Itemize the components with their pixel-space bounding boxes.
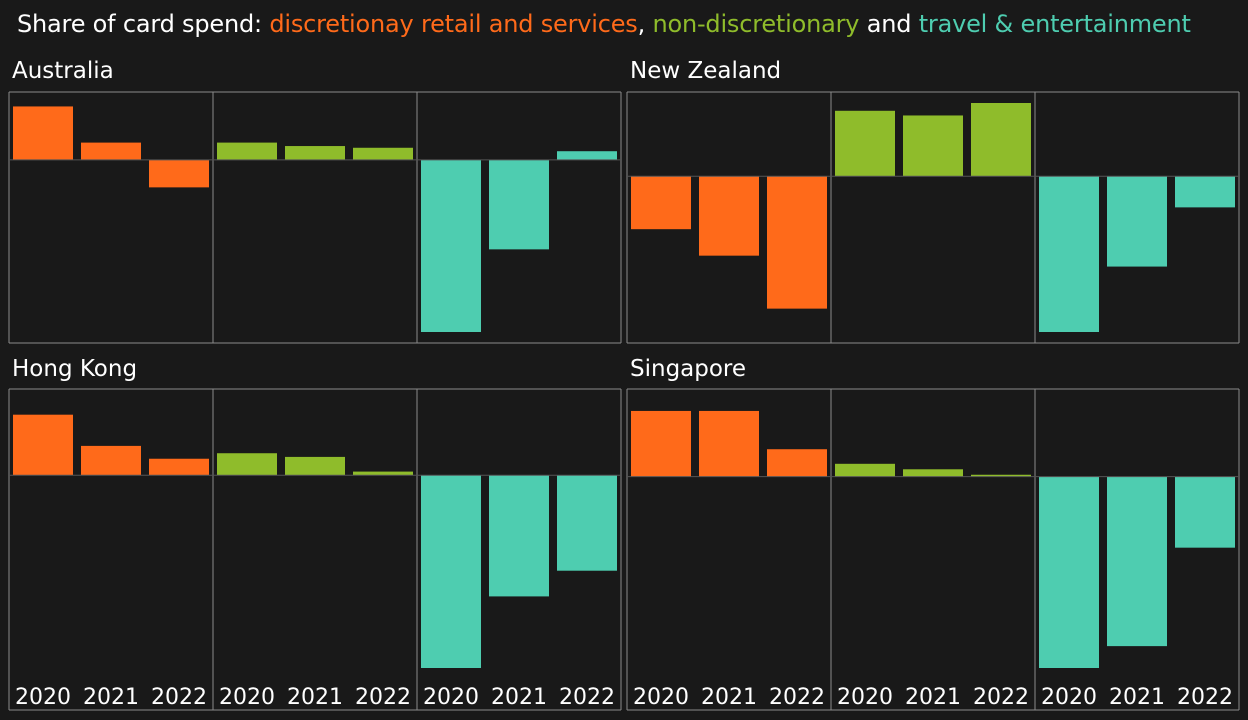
x-tick-label: 2020 [15,685,71,710]
x-tick-label: 2021 [905,685,961,710]
bar-australia-travel-2022 [557,151,617,160]
chart-title: Share of card spend: discretionay retail… [17,10,1191,38]
x-tick-label: 2022 [355,685,411,710]
bar-hong-kong-discretionary-2022 [149,458,209,476]
bar-singapore-travel-2021 [1107,476,1167,647]
bar-australia-discretionary-2021 [81,142,141,160]
bar-singapore-non-discretionary-2021 [903,469,963,477]
bar-singapore-travel-2022 [1175,476,1235,548]
bar-hong-kong-non-discretionary-2021 [285,456,345,476]
x-tick-label: 2021 [1109,685,1165,710]
panel-title-singapore: Singapore [630,356,746,382]
bar-hong-kong-travel-2020 [421,475,481,668]
bar-singapore-travel-2020 [1039,476,1099,668]
bar-australia-travel-2021 [489,159,549,250]
bar-singapore-discretionary-2021 [699,410,759,477]
x-tick-label: 2020 [837,685,893,710]
bar-australia-non-discretionary-2021 [285,146,345,160]
title-prefix: Share of card spend: [17,10,270,38]
bar-hong-kong-travel-2022 [557,475,617,571]
panel-title-australia: Australia [12,58,114,84]
x-tick-label: 2022 [973,685,1029,710]
bar-singapore-non-discretionary-2022 [971,474,1031,477]
x-tick-label: 2020 [219,685,275,710]
bar-new-zealand-non-discretionary-2020 [835,110,895,177]
bar-australia-discretionary-2022 [149,159,209,188]
bar-singapore-discretionary-2020 [631,410,691,477]
bar-singapore-discretionary-2022 [767,449,827,477]
x-tick-label: 2022 [559,685,615,710]
x-tick-label: 2022 [151,685,207,710]
panel-title-hong-kong: Hong Kong [12,356,137,382]
bar-hong-kong-discretionary-2021 [81,445,141,476]
bar-new-zealand-non-discretionary-2022 [971,103,1031,177]
title-discretionary: discretionay retail and services [269,10,638,38]
x-tick-label: 2020 [423,685,479,710]
bar-new-zealand-discretionary-2020 [631,176,691,230]
x-tick-label: 2020 [633,685,689,710]
bar-new-zealand-discretionary-2021 [699,176,759,256]
x-tick-label: 2022 [769,685,825,710]
x-tick-label: 2021 [287,685,343,710]
bar-new-zealand-non-discretionary-2021 [903,115,963,177]
bar-hong-kong-non-discretionary-2020 [217,453,277,476]
title-non-discretionary: non-discretionary [652,10,860,38]
title-and: and [859,10,919,38]
bar-australia-discretionary-2020 [13,106,73,160]
bar-new-zealand-discretionary-2022 [767,176,827,309]
bar-australia-non-discretionary-2020 [217,142,277,160]
title-travel: travel & entertainment [918,10,1191,38]
bar-hong-kong-travel-2021 [489,475,549,597]
title-separator: , [637,10,653,38]
x-tick-label: 2021 [701,685,757,710]
bar-australia-travel-2020 [421,159,481,332]
x-tick-label: 2020 [1041,685,1097,710]
bar-new-zealand-travel-2022 [1175,176,1235,208]
x-tick-label: 2021 [83,685,139,710]
bar-hong-kong-non-discretionary-2022 [353,471,413,476]
bar-new-zealand-travel-2021 [1107,176,1167,267]
x-tick-label: 2022 [1177,685,1233,710]
panel-title-new-zealand: New Zealand [630,58,781,84]
bar-new-zealand-travel-2020 [1039,176,1099,332]
x-tick-label: 2021 [491,685,547,710]
bar-australia-non-discretionary-2022 [353,147,413,160]
bar-singapore-non-discretionary-2020 [835,463,895,477]
bar-hong-kong-discretionary-2020 [13,414,73,476]
